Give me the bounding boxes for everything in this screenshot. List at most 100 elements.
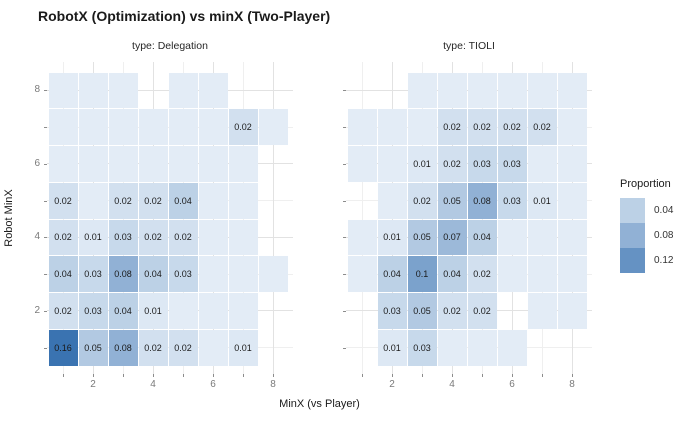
x-tick-mark xyxy=(153,374,154,377)
heatmap-cell xyxy=(228,219,258,256)
heatmap-cell: 0.02 xyxy=(497,109,527,146)
heatmap-cell xyxy=(347,219,377,256)
heatmap-cell: 0.02 xyxy=(48,219,78,256)
legend-entry: 0.04 xyxy=(620,198,673,223)
heatmap-cell xyxy=(168,109,198,146)
heatmap-cell: 0.04 xyxy=(168,182,198,219)
heatmap-cell xyxy=(527,146,557,182)
y-tick-mark xyxy=(44,90,47,92)
heatmap-cell: 0.02 xyxy=(467,256,497,293)
heatmap-cell xyxy=(527,219,557,256)
gridline xyxy=(272,62,274,374)
y-tick-mark xyxy=(44,274,47,276)
heatmap-cell: 0.01 xyxy=(138,293,168,329)
heatmap-cell: 0.1 xyxy=(407,256,437,293)
heatmap-cell: 0.03 xyxy=(78,256,108,293)
y-tick-mark xyxy=(44,310,47,312)
y-tick-mark xyxy=(343,237,346,239)
x-tick-mark xyxy=(273,374,274,377)
heatmap-cell: 0.01 xyxy=(377,329,407,366)
heatmap-cell: 0.02 xyxy=(527,109,557,146)
heatmap-cell: 0.01 xyxy=(527,182,557,219)
heatmap-cell: 0.02 xyxy=(467,109,497,146)
heatmap-cell xyxy=(198,182,228,219)
heatmap-cell: 0.03 xyxy=(168,256,198,293)
heatmap-cell xyxy=(78,182,108,219)
heatmap-cell: 0.03 xyxy=(497,146,527,182)
legend: Proportion 0.04 0.08 0.12 xyxy=(620,178,673,273)
y-tick-mark xyxy=(44,347,47,349)
heatmap-cell: 0.02 xyxy=(168,219,198,256)
heatmap-cell xyxy=(138,146,168,182)
y-axis-title: Robot MinX xyxy=(3,189,15,247)
y-tick-mark xyxy=(343,90,346,92)
x-axis-title: MinX (vs Player) xyxy=(279,398,360,410)
heatmap-cell xyxy=(527,256,557,293)
heatmap-cell: 0.04 xyxy=(108,293,138,329)
x-tick-mark xyxy=(63,374,64,377)
legend-label: 0.08 xyxy=(654,230,674,241)
legend-title: Proportion xyxy=(620,178,671,190)
heatmap-cell xyxy=(228,146,258,182)
heatmap-cell xyxy=(228,293,258,329)
heatmap-cell: 0.02 xyxy=(138,219,168,256)
heatmap-cell xyxy=(168,293,198,329)
x-tick-mark xyxy=(123,374,124,377)
heatmap-cell xyxy=(138,109,168,146)
y-tick-label: 4 xyxy=(34,231,40,243)
heatmap-cell: 0.05 xyxy=(407,219,437,256)
x-tick-label: 8 xyxy=(270,379,276,390)
x-tick-label: 4 xyxy=(449,379,455,390)
legend-entry: 0.12 xyxy=(620,248,673,273)
x-tick-mark xyxy=(243,374,244,377)
y-tick-mark xyxy=(343,163,346,165)
heatmap-cell xyxy=(347,256,377,293)
heatmap-cell xyxy=(557,219,587,256)
x-tick-label: 6 xyxy=(509,379,515,390)
heatmap-cell: 0.03 xyxy=(78,293,108,329)
heatmap-cell: 0.03 xyxy=(108,219,138,256)
x-tick-mark xyxy=(362,374,363,377)
heatmap-cell xyxy=(108,109,138,146)
heatmap-cell: 0.02 xyxy=(467,293,497,329)
heatmap-cell: 0.04 xyxy=(467,219,497,256)
heatmap-cell xyxy=(527,293,557,329)
heatmap-cell xyxy=(258,256,288,293)
heatmap-cell: 0.16 xyxy=(48,329,78,366)
heatmap-cell xyxy=(377,182,407,219)
heatmap-cell: 0.02 xyxy=(138,182,168,219)
heatmap-cell xyxy=(198,109,228,146)
legend-label: 0.12 xyxy=(654,255,674,266)
heatmap-cell xyxy=(557,182,587,219)
heatmap-cell xyxy=(497,256,527,293)
heatmap-cell xyxy=(377,109,407,146)
heatmap-cell: 0.04 xyxy=(377,256,407,293)
heatmap-cell: 0.02 xyxy=(108,182,138,219)
x-tick-label: 8 xyxy=(569,379,575,390)
heatmap-cell: 0.04 xyxy=(437,256,467,293)
heatmap-cell: 0.01 xyxy=(228,329,258,366)
x-tick-mark xyxy=(392,374,393,377)
heatmap-cell xyxy=(497,72,527,109)
x-tick-label: 2 xyxy=(389,379,395,390)
y-tick-mark xyxy=(44,200,47,202)
chart-title: RobotX (Optimization) vs minX (Two-Playe… xyxy=(38,8,331,24)
heatmap-cell: 0.05 xyxy=(78,329,108,366)
heatmap-cell xyxy=(527,72,557,109)
heatmap-cell xyxy=(557,146,587,182)
x-tick-mark xyxy=(452,374,453,377)
legend-swatch xyxy=(620,223,645,248)
y-tick-label: 6 xyxy=(34,157,40,169)
heatmap-cell: 0.08 xyxy=(108,256,138,293)
heatmap-cell xyxy=(198,329,228,366)
legend-entry: 0.08 xyxy=(620,223,673,248)
heatmap-cell: 0.01 xyxy=(377,219,407,256)
x-tick-mark xyxy=(482,374,483,377)
heatmap-cell: 0.04 xyxy=(138,256,168,293)
heatmap-cell xyxy=(198,146,228,182)
y-tick-mark xyxy=(44,127,47,129)
heatmap-cell xyxy=(48,72,78,109)
heatmap-cell: 0.01 xyxy=(78,219,108,256)
heatmap-cell xyxy=(78,72,108,109)
